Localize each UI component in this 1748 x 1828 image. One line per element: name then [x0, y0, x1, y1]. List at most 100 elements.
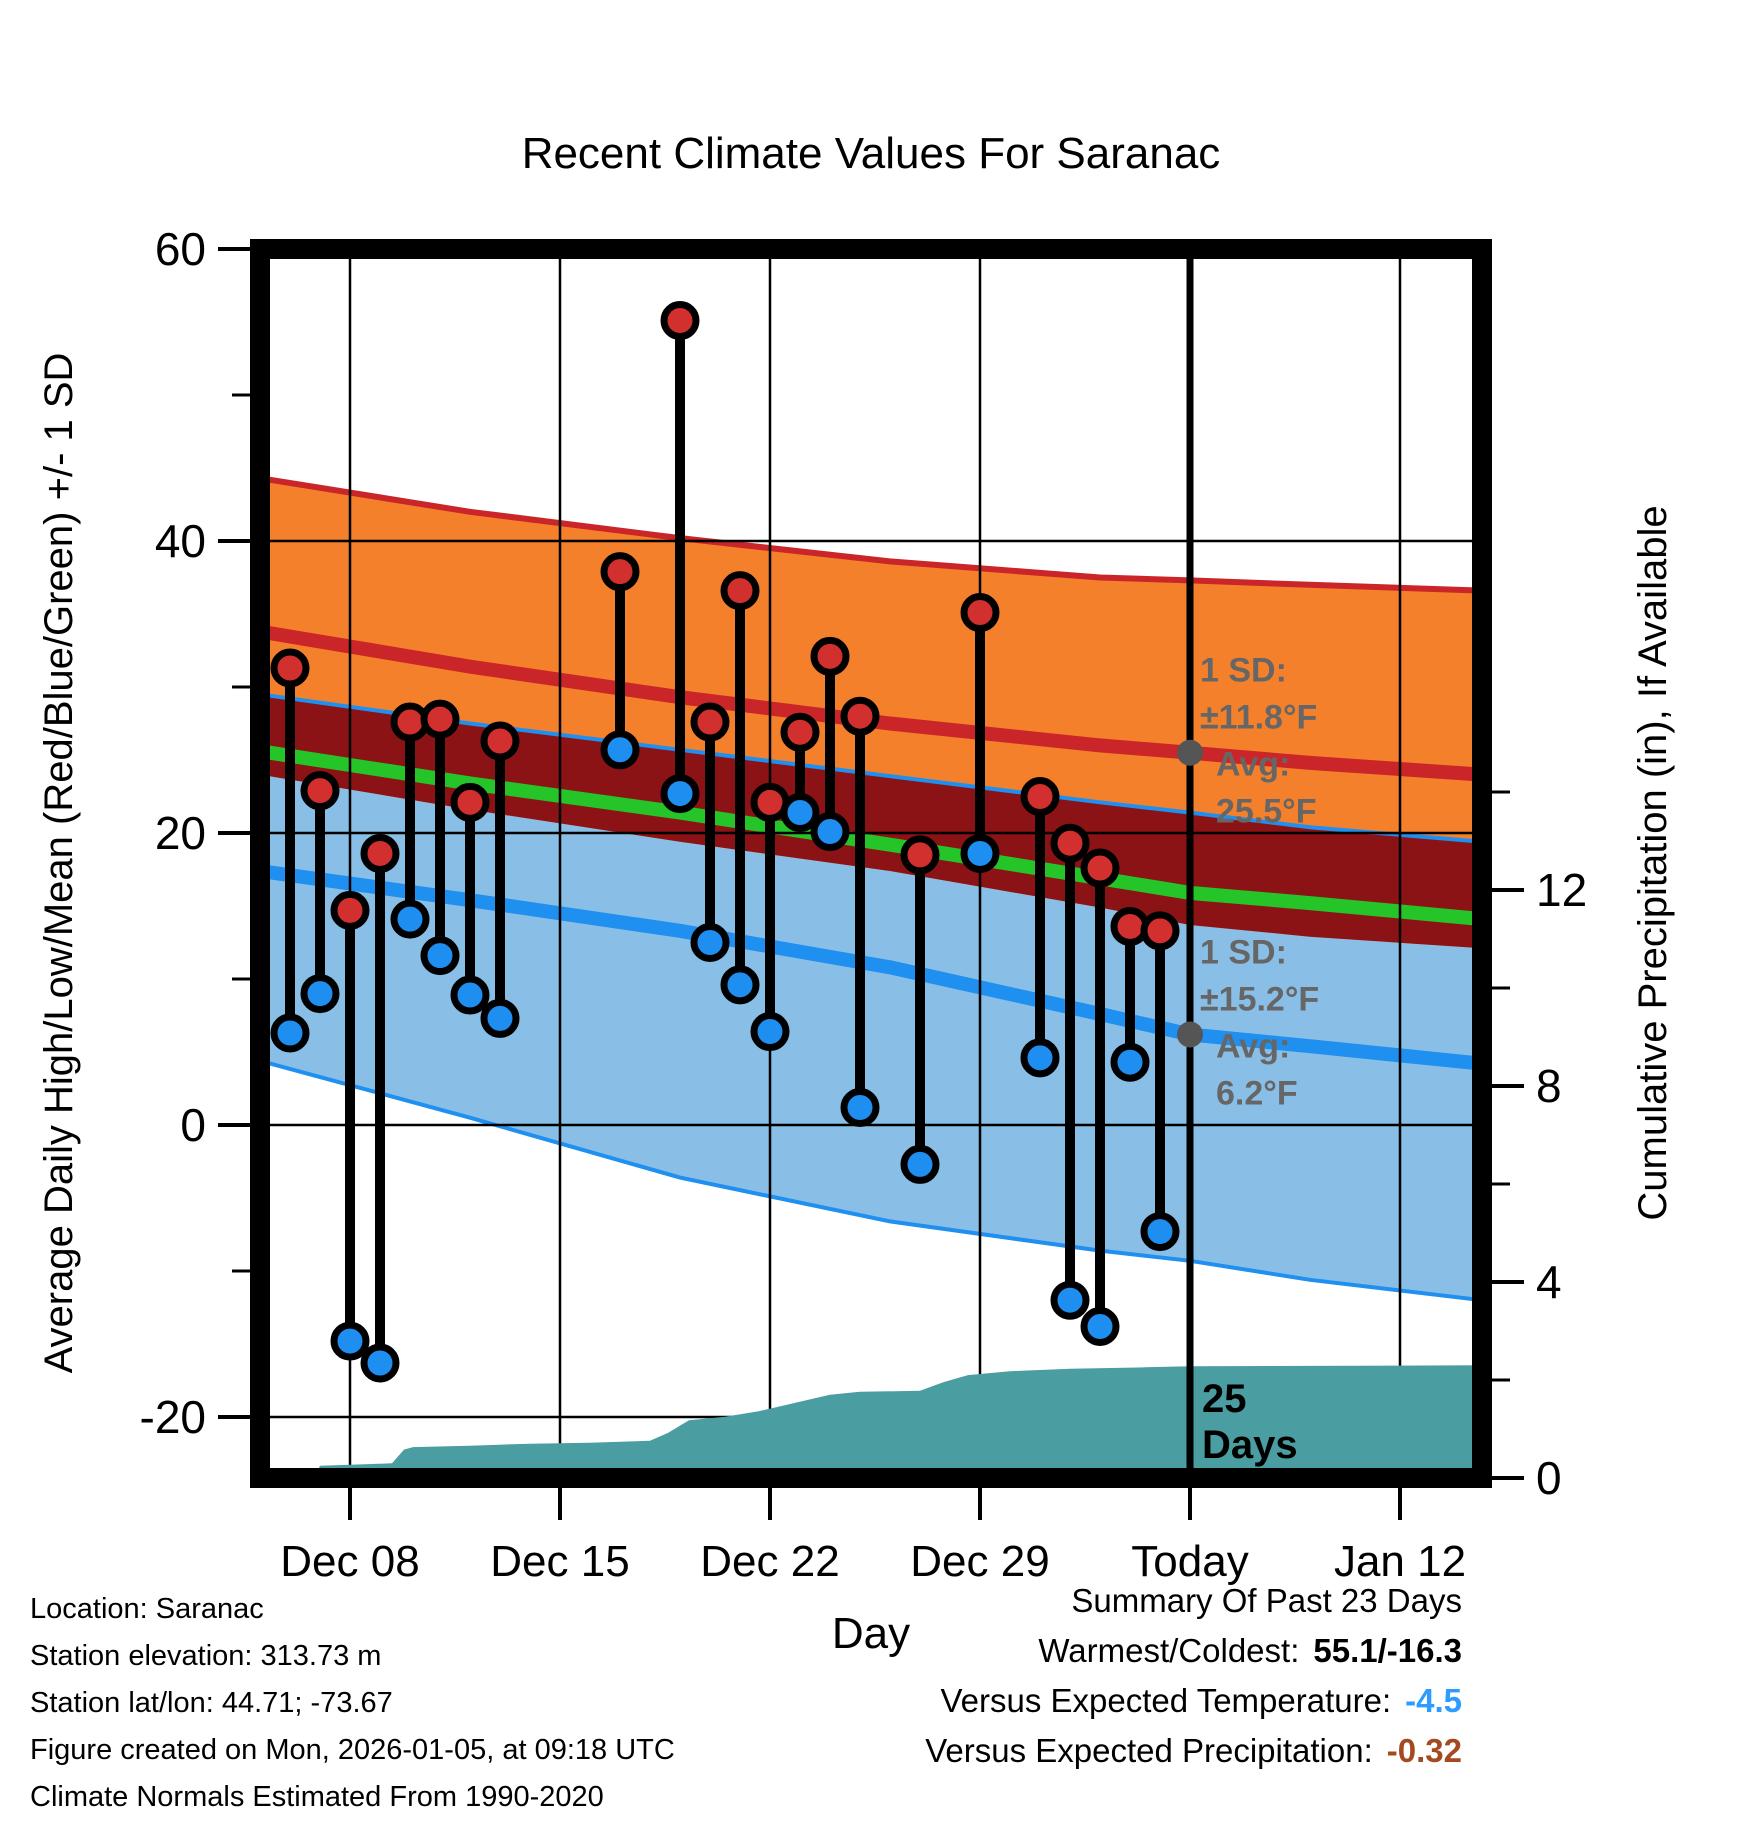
- high-dot: [960, 593, 1000, 633]
- high-dot: [810, 636, 850, 676]
- low-dot: [270, 1013, 310, 1053]
- high-dot: [300, 771, 340, 811]
- low-dot: [720, 965, 760, 1005]
- daily-stem: [1140, 911, 1180, 1252]
- low-dot: [360, 1343, 400, 1383]
- plot-frame: [250, 239, 1492, 1488]
- sd-annotation-line: 1 SD:: [1200, 933, 1287, 971]
- chart-title: Recent Climate Values For Saranac: [522, 129, 1221, 178]
- daily-stem: [330, 890, 370, 1361]
- footer-info-line: Climate Normals Estimated From 1990-2020: [30, 1781, 604, 1813]
- low-dot: [960, 833, 1000, 873]
- low-dot: [810, 812, 850, 852]
- high-dot: [780, 712, 820, 752]
- summary-row: Warmest/Coldest: 55.1/-16.3: [1038, 1632, 1462, 1669]
- daily-stem: [900, 835, 940, 1184]
- frame: [250, 239, 1492, 1488]
- sd-annotation-line: 6.2°F: [1216, 1074, 1298, 1112]
- left-tick-label: 0: [180, 1099, 206, 1151]
- high-dot: [1050, 823, 1090, 863]
- right-axis-title: Cumulative Precipitation (in), If Availa…: [1631, 505, 1675, 1220]
- footer-info-line: Station elevation: 313.73 m: [30, 1640, 381, 1672]
- low-dot: [450, 975, 490, 1015]
- cumulative-precip-fill: [314, 1365, 1482, 1478]
- high-dot: [840, 696, 880, 736]
- high-average-line: [258, 624, 1483, 782]
- high-plus-1sd-line: [259, 475, 1483, 594]
- high-dot: [360, 833, 400, 873]
- precipitation-area: [314, 1365, 1482, 1478]
- low-dot: [300, 974, 340, 1014]
- x-tick-label: Dec 08: [280, 1537, 419, 1586]
- daily-stem: [450, 782, 490, 1015]
- high-dot: [270, 648, 310, 688]
- daily-stem: [420, 699, 460, 976]
- average-marker-dot: [1177, 1021, 1203, 1048]
- high-dot: [1020, 777, 1060, 816]
- x-tick-label: Dec 29: [910, 1537, 1049, 1586]
- left-tick-label: 60: [155, 223, 206, 275]
- high-dot: [900, 835, 940, 875]
- daily-stem: [1110, 906, 1150, 1082]
- daily-stem: [600, 552, 640, 770]
- low-dot: [750, 1012, 790, 1052]
- precip-days-label-line: Days: [1202, 1423, 1298, 1467]
- daily-stem: [360, 833, 400, 1383]
- title-group: Recent Climate Values For Saranac: [522, 129, 1221, 178]
- low-dot: [1020, 1038, 1060, 1078]
- footer-info-line: Location: Saranac: [30, 1593, 264, 1625]
- high-dot: [720, 571, 760, 611]
- right-tick-label: 8: [1536, 1060, 1562, 1112]
- daily-stem: [300, 771, 340, 1014]
- x-tick-label: Today: [1131, 1537, 1248, 1586]
- left-tick-label: 40: [155, 515, 206, 567]
- high-dot: [450, 782, 490, 822]
- precip-days-label-line: 25: [1202, 1377, 1247, 1421]
- low-dot: [1080, 1306, 1120, 1346]
- right-tick-label: 0: [1536, 1452, 1562, 1504]
- low-dot: [420, 936, 460, 976]
- daily-stem: [840, 696, 880, 1127]
- low-dot: [1110, 1042, 1150, 1082]
- high-dot: [1080, 848, 1120, 888]
- right-tick-label: 4: [1536, 1256, 1562, 1308]
- average-marker-dot: [1177, 739, 1203, 766]
- footer-info-line: Station lat/lon: 44.71; -73.67: [30, 1687, 393, 1719]
- daily-stem: [1050, 823, 1090, 1320]
- daily-observations: [270, 301, 1180, 1383]
- low-dot: [840, 1087, 880, 1127]
- summary-row: Versus Expected Precipitation: -0.32: [925, 1732, 1462, 1769]
- low-dot: [480, 998, 520, 1038]
- daily-stem: [960, 593, 1000, 873]
- x-tick-label: Jan 12: [1334, 1537, 1466, 1586]
- x-tick-label: Dec 15: [490, 1537, 629, 1586]
- daily-stem: [660, 301, 700, 814]
- daily-stem: [780, 712, 820, 833]
- daily-stem: [810, 636, 850, 852]
- summary-row: Versus Expected Temperature: -4.5: [940, 1682, 1462, 1719]
- low-dot: [690, 923, 730, 962]
- daily-stem: [1080, 848, 1120, 1346]
- summary-title: Summary Of Past 23 Days: [1071, 1582, 1462, 1619]
- low-dot: [780, 793, 820, 833]
- low-dot: [600, 730, 640, 770]
- sd-annotation-line: Avg:: [1216, 746, 1290, 784]
- daily-stem: [270, 648, 310, 1053]
- high-dot: [600, 552, 640, 592]
- right-tick-label: 12: [1536, 864, 1587, 916]
- high-dot: [690, 702, 730, 742]
- high-dot: [480, 721, 520, 761]
- x-tick-label: Dec 22: [700, 1537, 839, 1586]
- sd-annotation-line: 1 SD:: [1200, 652, 1287, 690]
- daily-stem: [690, 702, 730, 962]
- daily-stem: [390, 702, 430, 939]
- sd-annotation-line: 25.5°F: [1216, 793, 1317, 831]
- daily-stem: [720, 571, 760, 1005]
- low-dot: [330, 1321, 370, 1361]
- low-minus-1sd-line: [259, 1058, 1483, 1303]
- sd-annotation-line: ±15.2°F: [1200, 980, 1319, 1018]
- low-dot: [390, 899, 430, 939]
